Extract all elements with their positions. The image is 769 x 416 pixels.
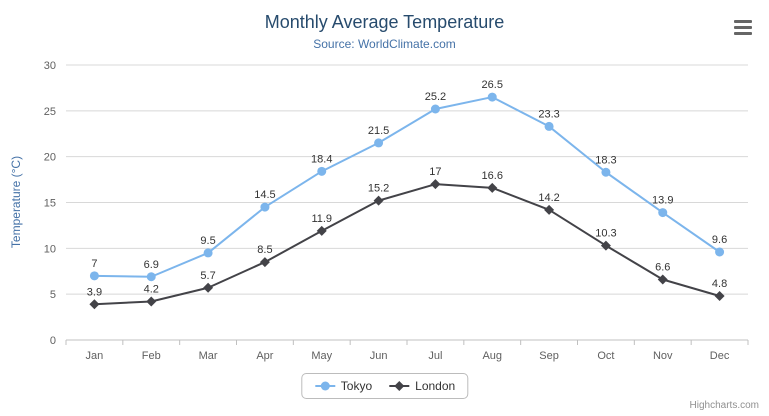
london-marker-icon: [389, 381, 410, 391]
y-tick-label: 20: [44, 152, 56, 164]
point-marker: [430, 179, 441, 190]
data-label: 25.2: [425, 91, 446, 103]
y-tick-label: 0: [50, 335, 56, 347]
point-marker: [600, 240, 611, 251]
hamburger-icon: [734, 19, 752, 23]
point-marker: [316, 225, 327, 236]
x-tick-label: Mar: [199, 350, 218, 362]
x-tick-label: Oct: [597, 350, 614, 362]
data-label: 15.2: [368, 183, 389, 195]
context-menu-button[interactable]: [729, 15, 757, 39]
x-tick-label: May: [311, 350, 332, 362]
chart-title: Monthly Average Temperature: [264, 12, 505, 32]
point-marker: [430, 104, 440, 114]
point-marker: [714, 291, 725, 301]
data-label: 10.3: [595, 228, 616, 240]
data-label: 4.8: [712, 278, 727, 290]
point-marker: [657, 274, 668, 285]
point-marker: [601, 167, 611, 177]
data-label: 4.2: [144, 284, 159, 296]
point-marker: [146, 272, 156, 282]
data-label: 18.4: [311, 153, 332, 165]
point-marker: [658, 208, 668, 218]
data-label: 18.3: [595, 154, 616, 166]
point-marker: [203, 282, 214, 293]
y-tick-label: 30: [44, 60, 56, 72]
x-tick-label: Jul: [428, 350, 442, 362]
tokyo-marker-icon: [314, 381, 335, 391]
point-marker: [89, 271, 99, 281]
point-marker: [487, 182, 498, 193]
point-marker: [544, 121, 554, 131]
point-marker: [374, 138, 384, 148]
data-label: 16.6: [482, 170, 503, 182]
highcharts-credits-link[interactable]: Highcharts.com: [689, 400, 759, 411]
data-label: 9.5: [200, 235, 215, 247]
x-tick-label: Feb: [142, 350, 161, 362]
point-marker: [373, 195, 384, 206]
data-label: 14.2: [538, 192, 559, 204]
x-tick-label: Jan: [86, 350, 104, 362]
y-tick-label: 25: [44, 106, 56, 118]
data-label: 7: [91, 258, 97, 270]
point-marker: [89, 299, 100, 310]
point-marker: [715, 247, 725, 257]
legend-label: Tokyo: [340, 379, 373, 393]
data-label: 9.6: [712, 234, 727, 246]
point-marker: [260, 202, 270, 212]
data-label: 13.9: [652, 195, 673, 207]
chart-subtitle: Source: WorldClimate.com: [313, 37, 456, 51]
y-tick-label: 5: [50, 289, 56, 301]
data-label: 3.9: [87, 286, 102, 298]
y-axis-title: Temperature (°C): [9, 155, 23, 249]
point-marker: [259, 257, 270, 268]
data-label: 6.6: [655, 262, 670, 274]
x-tick-label: Dec: [710, 350, 730, 362]
data-label: 17: [429, 166, 441, 178]
legend-label: London: [415, 379, 456, 393]
data-label: 23.3: [538, 108, 559, 120]
x-tick-label: Apr: [256, 350, 273, 362]
data-label: 26.5: [482, 79, 503, 91]
legend-item-tokyo[interactable]: Tokyo: [314, 379, 372, 393]
hamburger-icon: [734, 31, 752, 35]
series-line-london: [93, 183, 721, 306]
point-marker: [487, 92, 497, 102]
x-tick-label: Jun: [370, 350, 388, 362]
legend: Tokyo London: [300, 373, 469, 399]
x-tick-label: Nov: [653, 350, 673, 362]
data-label: 6.9: [144, 259, 159, 271]
point-marker: [146, 296, 157, 307]
series-line-tokyo: [93, 96, 721, 278]
point-marker: [544, 204, 555, 215]
point-marker: [317, 166, 327, 176]
legend-item-london[interactable]: London: [388, 379, 455, 393]
point-marker: [203, 248, 213, 258]
data-label: 14.5: [254, 189, 275, 201]
data-label: 11.9: [311, 213, 332, 225]
x-tick-label: Aug: [482, 350, 502, 362]
data-label: 8.5: [257, 244, 272, 256]
y-tick-label: 15: [44, 198, 56, 210]
data-label: 5.7: [200, 270, 215, 282]
hamburger-icon: [734, 25, 752, 29]
y-tick-label: 10: [44, 243, 56, 255]
data-label: 21.5: [368, 125, 389, 137]
x-tick-label: Sep: [539, 350, 559, 362]
